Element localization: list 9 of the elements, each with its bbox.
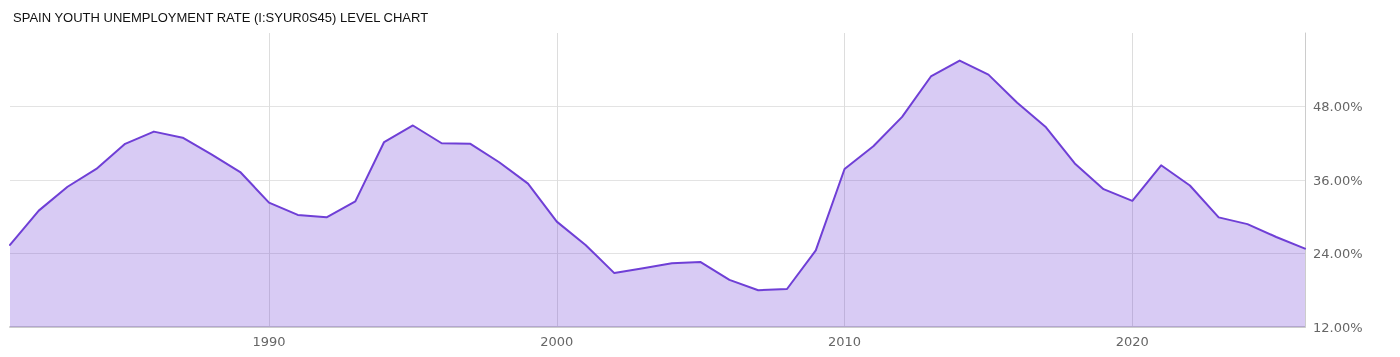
y-tick-label: 48.00% xyxy=(1313,99,1363,114)
x-tick-label: 2020 xyxy=(1115,334,1149,349)
x-tick-label: 2000 xyxy=(540,334,574,349)
chart-title: SPAIN YOUTH UNEMPLOYMENT RATE (I:SYUR0S45) LEVEL CHART xyxy=(13,10,429,25)
y-tick-label: 12.00% xyxy=(1313,319,1363,335)
y-tick-label: 36.00% xyxy=(1313,172,1363,188)
x-tick-label: 1990 xyxy=(252,334,286,349)
y-tick-label: 24.00% xyxy=(1313,246,1363,261)
x-tick-label: 2010 xyxy=(828,334,862,349)
